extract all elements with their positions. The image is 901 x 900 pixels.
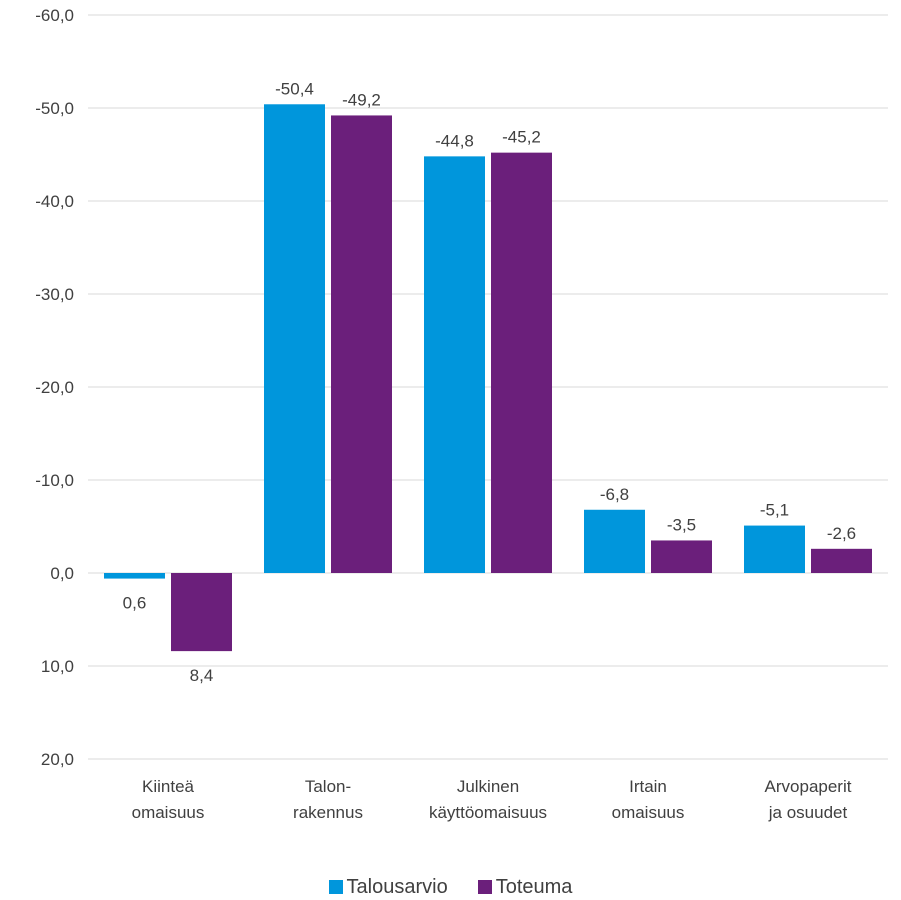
y-tick-label: -20,0 <box>35 378 74 397</box>
bar-toteuma-2 <box>491 152 552 573</box>
data-labels: 0,6 8,4 -50,4 -49,2 -44,8 -45,2 -6,8 -3,5 -5,1 -2… <box>123 79 856 685</box>
data-label-talousarvio-1: -50,4 <box>275 79 314 98</box>
category-label: Arvopaperit <box>765 777 852 796</box>
data-label-toteuma-0: 8,4 <box>190 666 214 685</box>
data-label-toteuma-4: -2,6 <box>827 524 856 543</box>
y-tick-label: -50,0 <box>35 99 74 118</box>
legend-item-toteuma: Toteuma <box>477 875 573 899</box>
data-label-talousarvio-3: -6,8 <box>600 485 629 504</box>
bar-talousarvio-4 <box>744 525 805 573</box>
y-axis-tick-labels: -60,0 -50,0 -40,0 -30,0 -20,0 -10,0 0,0 10,0 20,… <box>35 6 74 769</box>
data-label-toteuma-2: -45,2 <box>502 128 541 147</box>
y-tick-label: 0,0 <box>50 564 74 583</box>
legend-label-toteuma: Toteuma <box>495 875 573 898</box>
category-label: Kiinteä <box>142 777 195 796</box>
y-tick-label: -40,0 <box>35 192 74 211</box>
y-tick-label: -60,0 <box>35 6 74 25</box>
bar-talousarvio-2 <box>424 156 485 574</box>
bar-talousarvio-1 <box>264 104 325 573</box>
bar-talousarvio-0 <box>104 573 165 579</box>
y-tick-label: 20,0 <box>41 750 74 769</box>
legend-swatch-talousarvio <box>328 880 343 894</box>
y-tick-label: 10,0 <box>41 657 74 676</box>
category-label: Irtain <box>629 777 667 796</box>
bar-toteuma-4 <box>811 548 872 573</box>
legend-swatch-toteuma <box>477 880 492 894</box>
bar-toteuma-3 <box>651 540 712 573</box>
y-tick-label: -10,0 <box>35 471 74 490</box>
data-label-toteuma-3: -3,5 <box>667 515 696 534</box>
legend: Talousarvio Toteuma <box>0 874 901 900</box>
data-label-talousarvio-4: -5,1 <box>760 501 789 520</box>
bar-toteuma-0 <box>171 573 232 652</box>
category-label: käyttöomaisuus <box>429 803 547 822</box>
data-label-talousarvio-2: -44,8 <box>435 131 474 150</box>
bar-toteuma-1 <box>331 115 392 573</box>
legend-item-talousarvio: Talousarvio <box>328 875 448 899</box>
bar-talousarvio-3 <box>584 509 645 573</box>
category-label: omaisuus <box>612 803 685 822</box>
x-axis-category-labels: Kiinteä omaisuus Talon-rakennus Julkinen käy… <box>132 777 852 822</box>
category-label: Julkinen <box>457 777 519 796</box>
y-tick-label: -30,0 <box>35 285 74 304</box>
category-label: ja osuudet <box>768 803 848 822</box>
data-label-toteuma-1: -49,2 <box>342 90 381 109</box>
category-label: rakennus <box>293 803 363 822</box>
bars <box>104 104 872 652</box>
category-label: Talon- <box>305 777 351 796</box>
data-label-talousarvio-0: 0,6 <box>123 594 147 613</box>
legend-label-talousarvio: Talousarvio <box>346 875 448 898</box>
category-label: omaisuus <box>132 803 205 822</box>
